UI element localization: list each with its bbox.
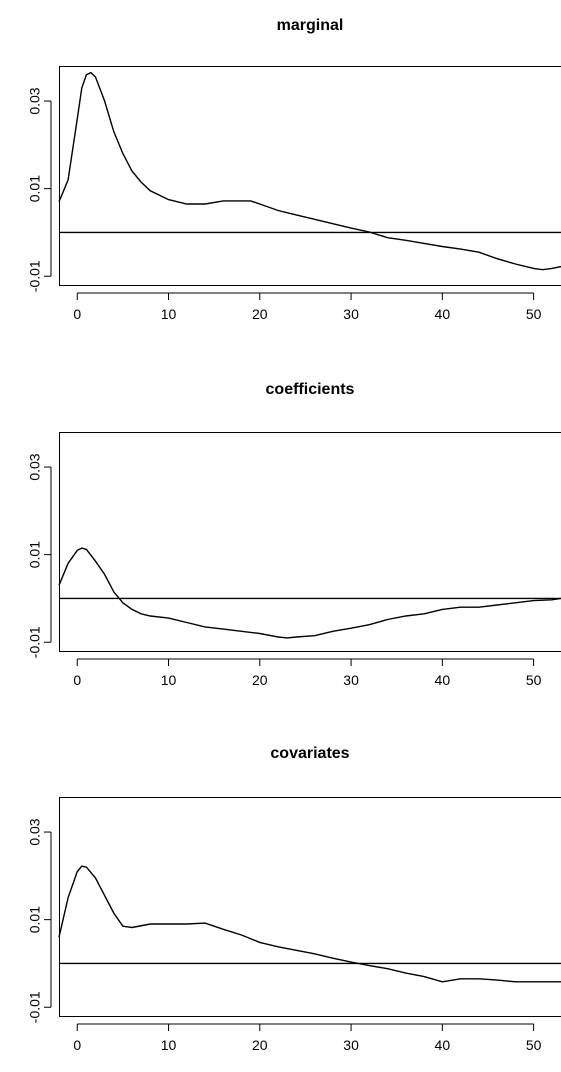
y-tick-label: -0.01 bbox=[27, 260, 43, 292]
chart-title: marginal bbox=[277, 17, 344, 34]
x-tick-label: 10 bbox=[161, 306, 177, 322]
x-tick-label: 20 bbox=[252, 1037, 268, 1053]
chart-title: covariates bbox=[270, 745, 349, 762]
series-line bbox=[58, 547, 561, 639]
x-tick-label: 30 bbox=[343, 1037, 359, 1053]
panel-coefficients: coefficients 0 10 20 30 40 50 -0.01 0.01 0.03 bbox=[27, 381, 561, 688]
plot-frame bbox=[59, 432, 561, 652]
x-tick-label: 10 bbox=[161, 1037, 177, 1053]
x-tick-label: 20 bbox=[252, 672, 268, 688]
x-tick-label: 40 bbox=[435, 672, 451, 688]
panel-covariates: covariates 0 10 20 30 40 50 -0.01 0.01 0.03 bbox=[27, 745, 561, 1053]
series-line bbox=[58, 71, 561, 271]
panel-marginal: marginal 0 10 20 30 40 50 -0.01 0.01 0.03 bbox=[27, 17, 561, 322]
x-tick-label: 0 bbox=[73, 306, 81, 322]
x-tick-label: 0 bbox=[73, 672, 81, 688]
x-tick-label: 20 bbox=[252, 306, 268, 322]
x-tick-label: 50 bbox=[526, 672, 542, 688]
x-tick-label: 50 bbox=[526, 1037, 542, 1053]
x-tick-label: 50 bbox=[526, 306, 542, 322]
y-tick-label: 0.01 bbox=[27, 906, 43, 933]
chart-title: coefficients bbox=[266, 381, 355, 398]
plot-frame bbox=[59, 797, 561, 1017]
x-tick-label: 30 bbox=[343, 672, 359, 688]
x-tick-label: 10 bbox=[161, 672, 177, 688]
x-tick-label: 30 bbox=[343, 306, 359, 322]
y-tick-label: 0.03 bbox=[27, 87, 43, 114]
y-tick-label: -0.01 bbox=[27, 991, 43, 1023]
y-tick-label: -0.01 bbox=[27, 626, 43, 658]
y-tick-label: 0.01 bbox=[27, 541, 43, 568]
y-tick-label: 0.01 bbox=[27, 175, 43, 202]
series-line bbox=[58, 865, 561, 983]
x-tick-label: 40 bbox=[435, 306, 451, 322]
plot-frame bbox=[59, 66, 561, 286]
x-tick-label: 40 bbox=[435, 1037, 451, 1053]
y-tick-label: 0.03 bbox=[27, 818, 43, 845]
y-tick-label: 0.03 bbox=[27, 453, 43, 480]
x-tick-label: 0 bbox=[73, 1037, 81, 1053]
